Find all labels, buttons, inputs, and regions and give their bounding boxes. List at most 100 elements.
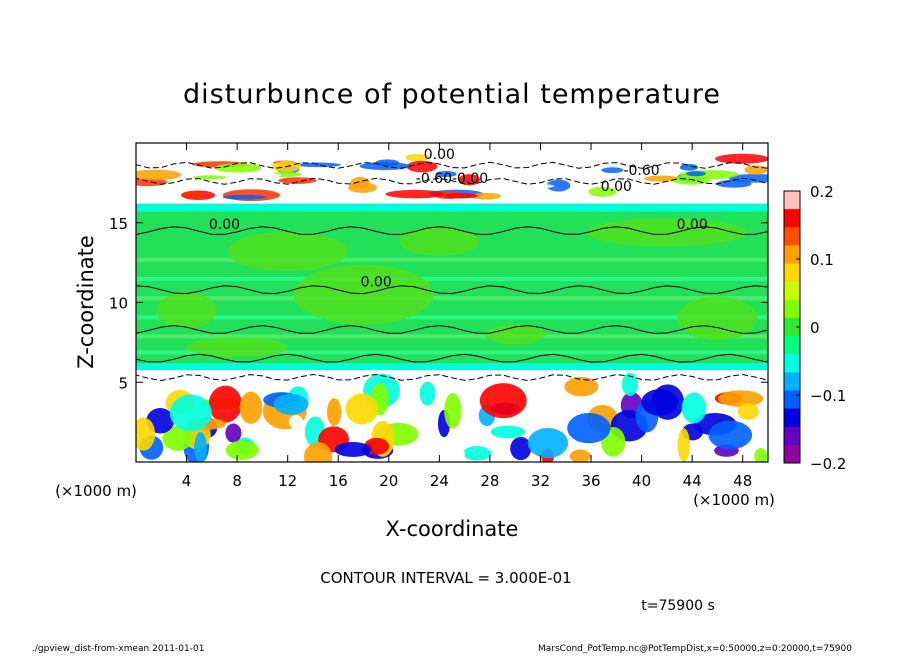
contour-line <box>136 353 768 363</box>
field-patch-bottom <box>444 393 462 429</box>
y-axis-label: Z-coordinate <box>74 235 98 369</box>
field-blob <box>677 296 758 341</box>
field-patch-bottom <box>737 403 759 420</box>
field-patch-top <box>601 167 624 174</box>
field-patch-top <box>435 170 457 177</box>
footer-left: ./gpview_dist-from-xmean 2011-01-01 <box>32 644 204 654</box>
field-patch-bottom <box>310 380 345 395</box>
contour-label: 0.00 <box>601 179 632 195</box>
field-patch-top <box>522 183 555 189</box>
field-blob <box>293 264 434 325</box>
contour-line <box>136 285 768 295</box>
field-patch-top <box>278 177 317 184</box>
field-patch-bottom <box>334 442 372 458</box>
x-tick-label: 44 <box>683 472 702 490</box>
field-band-cyan-top <box>136 203 768 212</box>
field-stripe <box>136 276 768 281</box>
contour-label: -0.60 <box>623 163 659 179</box>
field-patch-bottom <box>239 391 263 424</box>
x-tick-label: 4 <box>182 472 192 490</box>
x-tick-label: 16 <box>329 472 348 490</box>
y-tick-label: 5 <box>118 374 128 392</box>
field-patch-top <box>643 175 680 182</box>
field-patch-bottom <box>677 428 690 462</box>
contour-line-negative <box>136 177 768 185</box>
chart-title: disturbunce of potential temperature <box>183 79 721 110</box>
field-patch-bottom <box>621 372 639 397</box>
colorbar-swatch <box>784 390 800 410</box>
colorbar-tick-label: 0.1 <box>810 251 834 269</box>
field-patch-top <box>348 182 378 193</box>
field-patch-bottom <box>194 431 207 462</box>
contour-label: 0.00 <box>424 147 455 163</box>
colorbar-swatch <box>784 299 800 319</box>
field-patch-bottom <box>717 390 764 407</box>
colorbar-swatch <box>784 354 800 373</box>
x-axis-ticks: 4 8 12 16 20 24 28 32 36 40 44 48 <box>182 143 752 490</box>
contour-line-negative <box>136 161 768 169</box>
colorbar-swatch <box>784 336 800 355</box>
field-patch-bottom <box>641 389 678 416</box>
colorbar <box>783 190 801 464</box>
field-patch-top <box>744 165 768 175</box>
field-patch-bottom <box>208 385 242 423</box>
contour-label: 0.00 <box>361 275 392 291</box>
field-patch-top <box>385 189 445 199</box>
y-axis-ticks: 5 10 15 <box>109 215 768 392</box>
x-tick-label: 28 <box>480 472 499 490</box>
field-patch-bottom <box>527 427 569 458</box>
field-blob <box>485 324 546 345</box>
field-patch-top <box>497 174 531 184</box>
colorbar-swatch <box>784 408 800 428</box>
field-patch-bottom <box>273 393 309 415</box>
colorbar-tick-label: −0.1 <box>810 387 846 405</box>
field-patch-bottom <box>567 412 611 444</box>
field-blob <box>187 337 288 358</box>
field-patch-top <box>588 186 617 197</box>
colorbar-tick-label: −0.2 <box>810 455 846 473</box>
field-patch-top <box>458 174 481 186</box>
x-tick-label: 48 <box>733 472 752 490</box>
field-patch-top <box>214 163 262 173</box>
contour-line <box>136 226 768 236</box>
field-patch-bottom <box>569 449 591 462</box>
field-patch-top <box>728 173 768 183</box>
colorbar-swatch <box>784 245 800 265</box>
field-patch-bottom <box>225 423 242 443</box>
colorbar-swatch <box>784 372 800 391</box>
field-patch-top <box>679 163 699 171</box>
colorbar-tick-label: 0.2 <box>810 183 834 201</box>
field-patch-bottom <box>169 394 213 432</box>
field-patch-top <box>406 160 438 173</box>
field-patch-bottom <box>327 398 342 426</box>
field-patch-bottom <box>510 436 532 461</box>
field-stripe <box>136 315 768 320</box>
field-patch-top <box>686 171 706 177</box>
colorbar-swatch <box>784 263 800 283</box>
colorbar-swatch <box>784 281 800 301</box>
x-axis-label: X-coordinate <box>386 517 519 541</box>
field-blob <box>156 292 217 329</box>
colorbar-swatch <box>784 444 800 464</box>
contour-interval-label: CONTOUR INTERVAL = 3.000E-01 <box>320 569 571 587</box>
field-patch-bottom <box>345 393 379 425</box>
x-tick-label: 36 <box>581 472 600 490</box>
colorbar-swatch <box>784 317 800 337</box>
field-stripe <box>136 334 768 339</box>
field-patch-bottom <box>754 448 768 462</box>
field-patch-top <box>181 191 206 198</box>
time-label: t=75900 s <box>641 598 715 614</box>
field-patch-bottom <box>162 425 193 451</box>
field-patch-top <box>251 173 282 178</box>
field-patch-bottom <box>136 417 156 451</box>
y-tick-label: 10 <box>109 295 128 313</box>
y-tick-label: 15 <box>109 215 128 233</box>
field-blob <box>586 218 747 247</box>
field-blob <box>227 231 348 272</box>
field-stripe <box>136 257 768 262</box>
field-patch-top <box>428 155 475 164</box>
contour-line <box>136 325 768 334</box>
x-tick-label: 32 <box>531 472 550 490</box>
field-patch-top <box>296 162 341 168</box>
